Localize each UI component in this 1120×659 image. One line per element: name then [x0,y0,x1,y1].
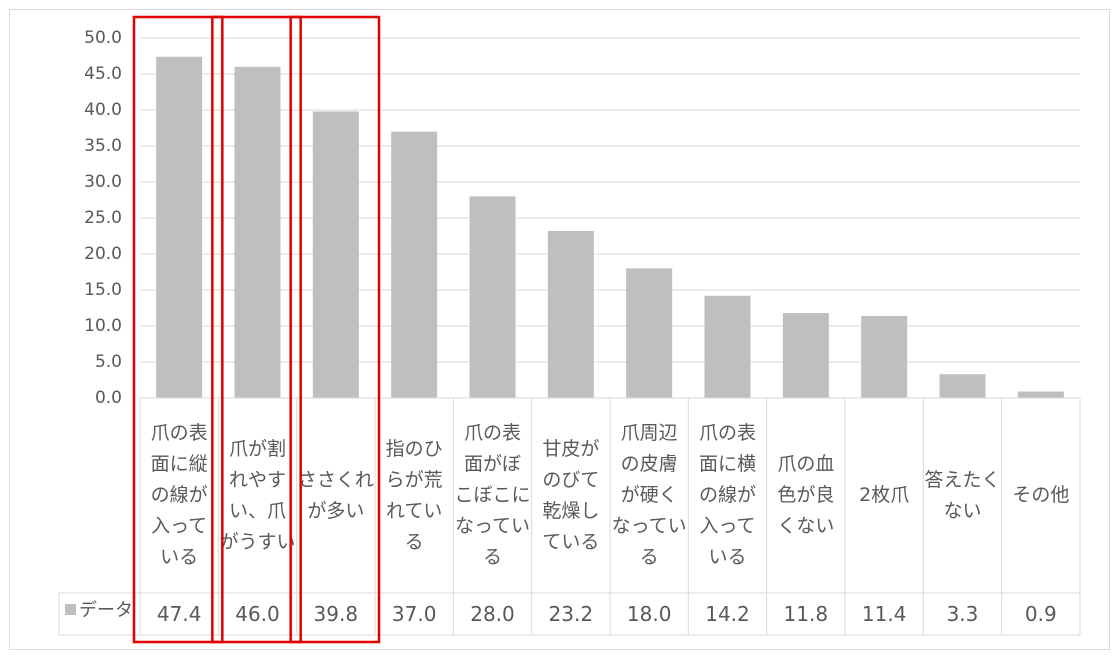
category-label: 爪の表 面に縦 の線が 入って いる [140,398,218,593]
bar [626,268,673,398]
category-label: 爪の表 面がぼ こぼこに なってい る [453,398,531,593]
data-label: 0.9 [1024,602,1057,626]
y-tick-label: 50.0 [84,28,122,48]
data-label: 11.4 [861,602,907,626]
data-label: 3.3 [946,602,979,626]
category-label-text: 2枚爪 [859,484,910,506]
bar [861,315,908,398]
bar [469,196,516,398]
data-label: 46.0 [235,602,280,626]
y-tick-label: 20.0 [84,244,122,264]
category-label-text: 爪周辺 の皮膚 が硬く なってい る [611,422,687,568]
bar [939,374,986,398]
bar [391,131,438,398]
legend-label: データ [79,600,133,621]
data-label: 18.0 [626,602,672,626]
category-label-text: 答えたく ない [924,468,1001,522]
y-tick-label: 35.0 [84,136,122,156]
data-label: 11.8 [783,602,829,626]
category-label: 爪周辺 の皮膚 が硬く なってい る [610,398,688,593]
y-tick-label: 0.0 [94,388,122,408]
y-tick-label: 40.0 [84,100,122,120]
category-label: その他 [1002,398,1080,593]
highlight-box [289,15,381,644]
category-label: 爪の血 色が良 くない [767,398,845,593]
category-label: 爪の表 面に横 の線が 入って いる [688,398,766,593]
bar [312,111,359,398]
data-label: 47.4 [156,602,202,626]
chart-frame [9,9,1110,650]
category-label: ささくれ が多い [297,398,375,593]
category-label-text: その他 [1012,484,1070,506]
category-label-text: ささくれ が多い [297,468,374,522]
category-label-text: 爪の表 面に横 の線が 入って いる [698,422,756,568]
category-label: 指のひ らが荒 れてい る [375,398,453,593]
highlight-box [132,15,224,644]
data-label: 14.2 [705,602,750,626]
category-label: 甘皮が のびて 乾燥し ている [532,398,610,593]
category-label: 2枚爪 [845,398,923,593]
y-tick-label: 10.0 [84,316,122,336]
bar [156,56,203,398]
category-label-text: 爪の表 面がぼ こぼこに なってい る [454,422,531,568]
y-tick-label: 45.0 [84,64,122,84]
bar [547,230,594,398]
data-label: 39.8 [313,602,359,626]
data-label: 23.2 [548,602,594,626]
y-tick-label: 15.0 [84,280,122,300]
bar [1017,391,1064,398]
y-tick-label: 25.0 [84,208,122,228]
category-label-text: 爪の血 色が良 くない [777,453,835,537]
category-label: 答えたく ない [923,398,1001,593]
y-tick-label: 30.0 [84,172,122,192]
category-label-text: 爪が割 れやす い、爪 がうすい [219,437,296,553]
highlight-box [211,15,302,644]
bar [782,313,829,398]
data-label: 28.0 [470,602,515,626]
category-label-text: 指のひ らが荒 れてい る [385,437,443,553]
legend-swatch [65,604,76,615]
bar [234,66,281,399]
category-label-text: 甘皮が のびて 乾燥し ている [542,437,600,553]
bar [704,295,751,398]
category-label-text: 爪の表 面に縦 の線が 入って いる [150,422,208,568]
category-label: 爪が割 れやす い、爪 がうすい [218,398,296,593]
data-label: 37.0 [391,602,437,626]
y-tick-label: 5.0 [94,352,122,372]
